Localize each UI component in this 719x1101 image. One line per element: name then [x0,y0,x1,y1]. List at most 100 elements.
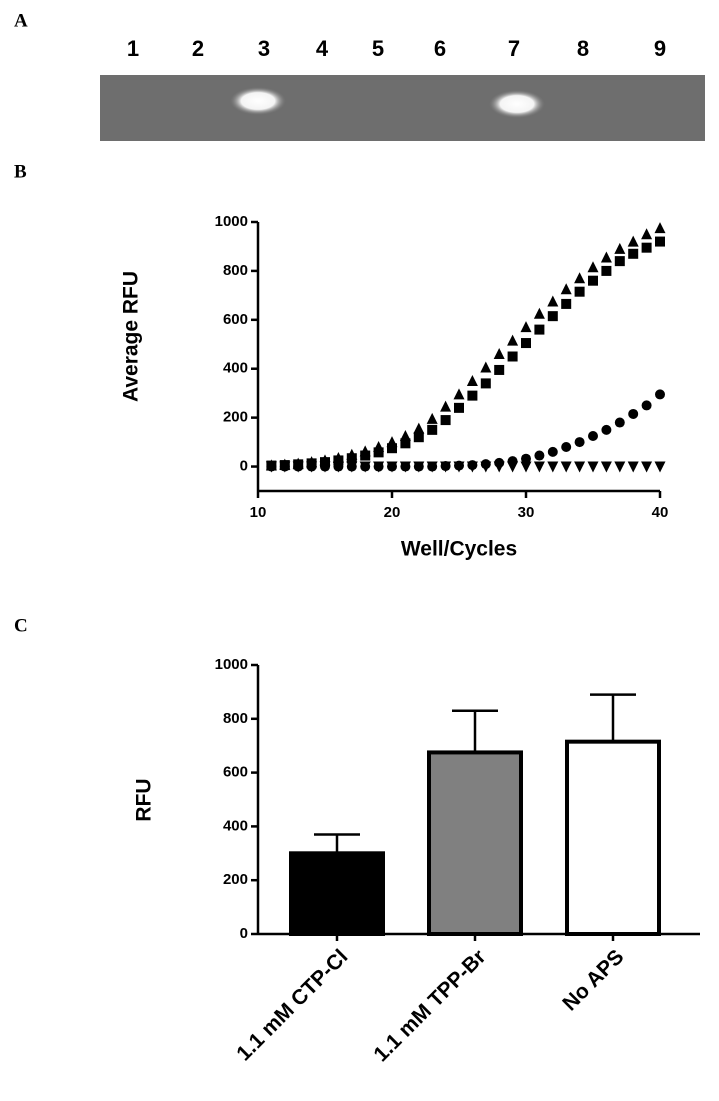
marker [399,461,411,473]
marker [533,461,545,473]
marker [588,430,598,441]
y-tick-label: 800 [223,262,248,279]
marker [319,461,331,473]
x-tick-label: 1.1 mM CTP-Cl [232,945,352,1065]
marker [641,400,652,411]
marker [588,275,598,286]
gel-band [489,90,545,118]
marker [655,389,665,400]
lane-label: 4 [316,36,329,61]
bar [565,739,661,936]
marker [627,461,639,473]
marker [413,422,425,434]
marker [628,408,639,419]
marker [574,461,586,473]
marker [520,461,532,473]
marker [641,228,653,240]
marker [628,248,639,259]
marker [547,295,559,307]
marker [359,461,371,473]
marker [265,461,277,473]
marker [399,429,411,441]
x-tick-label: No APS [558,945,628,1015]
marker [574,272,586,284]
marker [614,256,625,267]
marker [547,446,558,457]
y-tick-label: 600 [223,311,248,328]
marker [507,351,518,362]
marker [614,242,626,254]
marker [373,461,385,473]
lane-label: 6 [434,36,446,61]
lane-label: 9 [654,36,666,61]
marker [547,461,559,473]
y-tick-label: 0 [240,925,248,942]
marker [534,324,545,335]
y-tick-label: 400 [223,360,248,377]
marker [426,461,438,473]
marker [413,461,425,473]
marker [454,402,464,413]
marker [600,461,612,473]
marker [292,461,304,473]
x-tick-label: 1.1 mM TPP-Br [369,945,490,1066]
marker [521,338,531,349]
lane-label: 7 [508,36,520,61]
panel-label: C [14,615,28,636]
marker [466,461,478,473]
marker [440,400,452,412]
marker [655,236,665,247]
marker [560,283,572,295]
marker [493,348,505,360]
marker [587,461,599,473]
gel-band [230,87,286,115]
marker [654,222,666,234]
marker [641,461,653,473]
marker [534,450,545,461]
marker [306,461,318,473]
marker [493,461,505,473]
x-tick-label: 20 [384,504,401,521]
marker [641,242,652,253]
y-tick-label: 0 [240,458,248,475]
marker [507,461,519,473]
marker [627,235,639,247]
marker [601,265,612,276]
marker [440,415,451,426]
marker [413,432,424,443]
marker [601,424,612,435]
bar [289,851,385,936]
x-tick-label: 10 [250,504,267,521]
marker [574,286,585,297]
marker [560,461,572,473]
marker [387,443,397,454]
y-tick-label: 400 [223,817,248,834]
y-axis-label: Average RFU [120,271,143,402]
marker [600,251,612,263]
marker [279,461,291,473]
marker [333,455,344,466]
marker [494,364,505,375]
marker [453,388,465,400]
lane-label: 2 [192,36,204,61]
marker [386,461,398,473]
marker [614,417,625,428]
panel-label: B [14,161,27,182]
y-tick-label: 800 [223,710,248,727]
marker [521,453,531,464]
lane-label: 8 [577,36,589,61]
marker [507,334,519,346]
y-tick-label: 1000 [215,213,248,230]
marker [440,461,452,473]
marker [561,298,572,309]
marker [346,453,357,464]
lane-label: 5 [372,36,384,61]
marker [332,461,344,473]
marker [561,441,572,452]
y-tick-label: 200 [223,871,248,888]
marker [360,450,371,461]
marker [480,461,492,473]
marker [587,261,599,273]
bar [427,750,523,936]
lane-label: 3 [258,36,270,61]
